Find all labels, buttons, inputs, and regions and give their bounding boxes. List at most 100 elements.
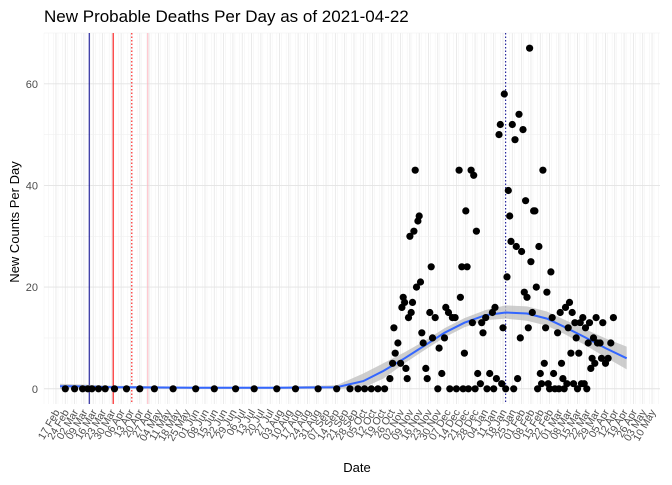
data-point	[464, 385, 472, 393]
data-point	[607, 339, 615, 347]
reference-lines	[88, 33, 507, 404]
data-points	[61, 44, 618, 393]
data-point	[401, 298, 409, 306]
data-point	[491, 303, 499, 311]
data-point	[581, 324, 590, 332]
data-point	[548, 314, 556, 322]
data-point	[592, 314, 600, 322]
data-point	[381, 385, 389, 393]
data-point	[567, 349, 575, 357]
data-point	[397, 359, 405, 367]
y-tick-label: 40	[26, 180, 38, 192]
data-point	[569, 380, 578, 388]
data-point	[519, 126, 527, 134]
data-point	[431, 314, 439, 322]
data-point	[495, 131, 503, 139]
data-point	[523, 293, 531, 301]
data-point	[314, 385, 322, 393]
data-point	[389, 359, 397, 367]
data-point	[500, 90, 508, 98]
data-point	[458, 263, 466, 271]
data-point	[411, 166, 419, 174]
data-point	[555, 385, 563, 393]
data-point	[456, 293, 464, 301]
data-point	[559, 375, 567, 383]
data-point	[583, 385, 591, 393]
data-point	[496, 120, 504, 129]
data-point	[412, 283, 421, 291]
data-point	[536, 369, 544, 378]
data-point	[451, 314, 459, 322]
data-point	[506, 212, 514, 220]
data-point	[346, 385, 354, 393]
data-point	[561, 303, 570, 311]
data-point	[532, 283, 540, 291]
data-point	[416, 278, 425, 286]
data-point	[390, 324, 398, 332]
data-point	[444, 308, 453, 317]
data-point	[386, 375, 394, 383]
data-point	[563, 380, 571, 388]
data-point	[511, 136, 519, 144]
data-point	[527, 258, 535, 266]
data-point	[585, 319, 594, 327]
data-point	[423, 375, 431, 383]
data-point	[71, 385, 79, 393]
data-point	[507, 237, 515, 245]
data-point	[434, 385, 442, 393]
data-point	[471, 385, 479, 393]
data-point	[589, 334, 598, 342]
data-point	[492, 375, 500, 383]
data-point	[531, 207, 539, 215]
data-point	[136, 385, 144, 393]
data-point	[486, 369, 494, 378]
data-point	[524, 324, 532, 332]
data-point	[61, 385, 69, 393]
data-point	[110, 385, 119, 393]
data-point	[418, 329, 426, 337]
data-point	[463, 263, 471, 271]
data-point	[101, 385, 109, 393]
data-point	[572, 334, 580, 342]
data-point	[291, 385, 300, 393]
data-point	[528, 308, 536, 317]
data-point	[502, 385, 510, 393]
data-point	[273, 385, 281, 393]
data-point	[554, 329, 562, 337]
data-point	[565, 298, 574, 306]
data-point	[587, 364, 595, 372]
data-point	[591, 359, 599, 367]
data-point	[422, 364, 430, 372]
data-point	[564, 324, 572, 332]
data-point	[546, 385, 554, 393]
data-point	[568, 308, 576, 317]
data-point	[150, 385, 158, 393]
data-point	[419, 339, 427, 347]
data-point	[571, 319, 579, 327]
data-point	[504, 186, 512, 195]
data-point	[478, 319, 486, 327]
data-point	[479, 329, 487, 337]
data-point	[374, 385, 382, 393]
data-point	[514, 375, 522, 383]
data-point	[460, 349, 468, 357]
data-point	[468, 319, 476, 327]
data-point	[596, 339, 604, 347]
data-point	[407, 308, 415, 317]
data-point	[543, 288, 551, 296]
data-point	[391, 349, 399, 357]
data-point	[210, 385, 218, 393]
y-tick-label: 20	[26, 282, 38, 294]
data-point	[483, 385, 491, 393]
data-point	[599, 319, 607, 327]
data-point	[490, 385, 498, 393]
data-point	[498, 380, 506, 388]
data-point	[426, 308, 434, 317]
y-axis-label: New Counts Per Day	[7, 161, 22, 283]
data-point	[542, 324, 550, 332]
y-tick-label: 0	[32, 384, 38, 396]
